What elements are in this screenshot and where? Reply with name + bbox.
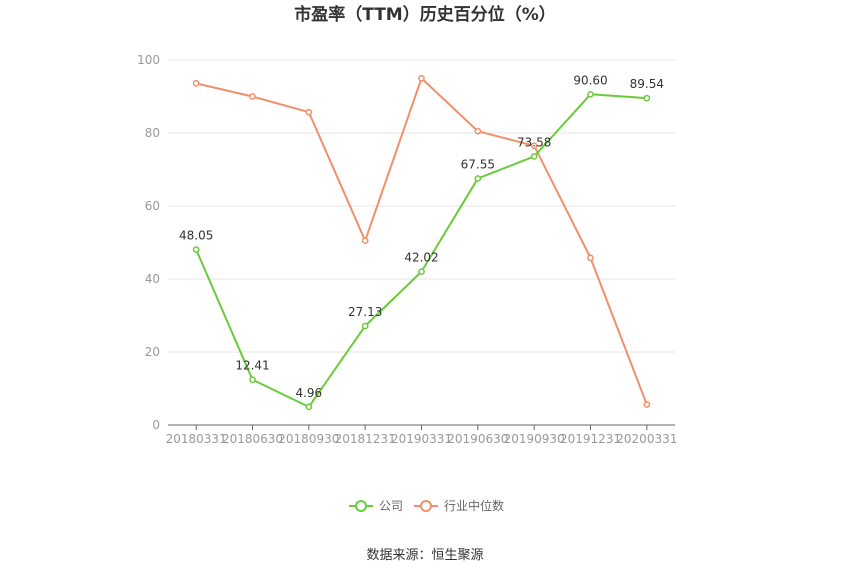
data-point[interactable]	[474, 127, 482, 135]
legend-marker	[355, 500, 367, 512]
legend-label: 行业中位数	[444, 498, 504, 513]
y-tick-label: 20	[145, 345, 160, 359]
x-tick-label: 20191231	[560, 432, 621, 446]
data-point[interactable]	[361, 322, 369, 330]
y-axis: 0 20 40 60 80 100	[137, 53, 160, 432]
legend-item-1[interactable]: 行业中位数	[414, 498, 504, 513]
data-point[interactable]	[361, 237, 369, 245]
x-tick-label: 20180630	[222, 432, 283, 446]
legend-item-0[interactable]: 公司	[349, 499, 403, 513]
x-tick-label: 20190331	[391, 432, 452, 446]
data-point[interactable]	[249, 93, 256, 100]
chart-title: 市盈率（TTM）历史百分位（%）	[294, 4, 556, 25]
data-point[interactable]	[587, 90, 594, 98]
data-label: 4.96	[295, 386, 322, 400]
y-tick-label: 0	[152, 418, 160, 432]
series-line-1	[195, 77, 648, 405]
data-point[interactable]	[418, 74, 425, 82]
grid	[168, 59, 675, 353]
data-point[interactable]	[305, 108, 313, 116]
y-tick-label: 80	[145, 126, 160, 140]
data-label: 42.02	[404, 251, 438, 265]
series-layer	[192, 74, 651, 411]
data-point[interactable]	[192, 80, 200, 87]
data-point[interactable]	[530, 153, 538, 160]
data-source: 数据来源：恒生聚源	[366, 548, 483, 563]
y-tick-label: 60	[145, 199, 160, 213]
data-point[interactable]	[418, 268, 425, 275]
data-labels: 48.05 12.41 4.96 27.13 42.02 67.55 73.58 90.60 8…	[179, 73, 664, 400]
data-label: 89.54	[630, 77, 664, 91]
legend-marker	[420, 500, 432, 512]
x-tick-label: 20200331	[616, 432, 677, 446]
data-point[interactable]	[249, 376, 256, 384]
data-point[interactable]	[474, 175, 482, 182]
data-point[interactable]	[643, 401, 651, 408]
x-tick-label: 20181231	[335, 432, 396, 446]
data-label: 73.58	[517, 135, 551, 149]
data-point[interactable]	[305, 403, 313, 411]
data-label: 67.55	[461, 157, 495, 171]
legend-label: 公司	[379, 499, 403, 513]
legend[interactable]: 公司 行业中位数	[349, 498, 504, 513]
x-tick-label: 20190630	[447, 432, 508, 446]
data-label: 12.41	[235, 359, 269, 373]
data-label: 90.60	[573, 73, 607, 87]
y-tick-label: 100	[137, 53, 160, 67]
data-label: 48.05	[179, 229, 213, 243]
y-tick-label: 40	[145, 272, 160, 286]
x-axis: 2018033120180630201809302018123120190331…	[166, 424, 677, 446]
data-point[interactable]	[192, 246, 200, 253]
data-point[interactable]	[530, 142, 538, 150]
data-label: 27.13	[348, 305, 382, 319]
x-tick-label: 20180930	[278, 432, 339, 446]
data-point[interactable]	[587, 254, 594, 262]
data-point[interactable]	[643, 94, 651, 102]
x-tick-label: 20190930	[504, 432, 565, 446]
x-tick-label: 20180331	[166, 432, 227, 446]
